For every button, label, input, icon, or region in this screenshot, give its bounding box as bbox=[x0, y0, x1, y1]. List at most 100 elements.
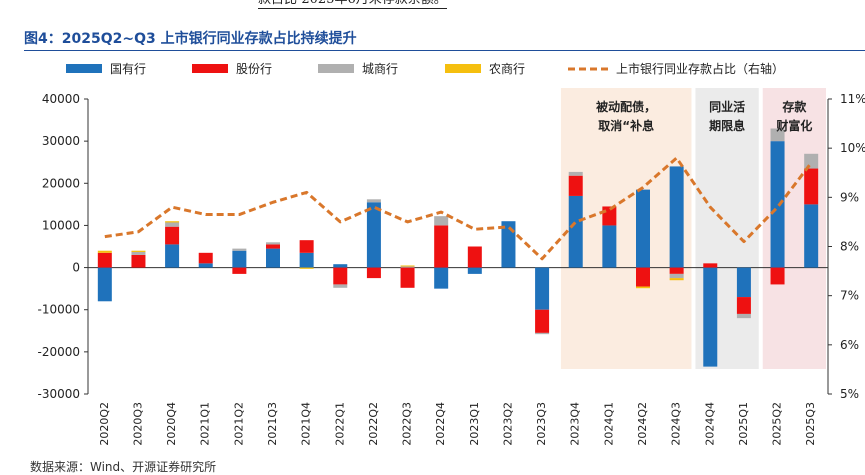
bar-city-2022Q2 bbox=[366, 199, 381, 203]
left-tick-label: -10000 bbox=[37, 303, 80, 317]
ratio-line bbox=[104, 156, 813, 261]
annotation-text: 存款 bbox=[781, 99, 807, 114]
bar-state-2023Q1 bbox=[467, 267, 482, 274]
top-note: 款占比-2025年6月末存款余额。 bbox=[258, 0, 447, 9]
bar-state-2020Q2 bbox=[97, 267, 112, 302]
bar-state-2024Q3 bbox=[669, 166, 684, 268]
category-label: 2021Q2 bbox=[232, 402, 245, 446]
right-tick-label: 7% bbox=[840, 289, 859, 303]
legend: 国有行 股份行 城商行 农商行 上市银行同业存款占比（右轴） bbox=[66, 61, 784, 76]
left-tick-label: 20000 bbox=[42, 176, 80, 190]
right-tick-label: 5% bbox=[840, 387, 859, 401]
annotation-text: 期限息 bbox=[709, 118, 745, 133]
legend-label-state: 国有行 bbox=[110, 62, 146, 76]
bar-joint-2024Q4 bbox=[703, 263, 718, 268]
category-label: 2023Q1 bbox=[468, 402, 481, 446]
right-tick-label: 8% bbox=[840, 240, 859, 254]
bar-joint-2025Q3 bbox=[804, 168, 819, 205]
bar-state-2025Q3 bbox=[804, 204, 819, 268]
right-tick-label: 9% bbox=[840, 190, 859, 204]
bar-state-2024Q4 bbox=[703, 267, 718, 367]
bar-joint-2020Q4 bbox=[165, 226, 180, 245]
bar-city-2022Q4 bbox=[434, 216, 449, 226]
bar-joint-2024Q2 bbox=[636, 267, 650, 287]
bar-rural-2020Q2 bbox=[97, 250, 112, 253]
legend-swatch-joint bbox=[192, 64, 228, 73]
legend-label-joint: 股份行 bbox=[236, 62, 272, 76]
bar-joint-2021Q2 bbox=[232, 267, 247, 274]
bar-city-2021Q2 bbox=[232, 248, 247, 251]
bar-state-2022Q2 bbox=[366, 202, 381, 268]
legend-swatch-rural bbox=[445, 64, 481, 73]
bar-joint-2024Q3 bbox=[669, 267, 684, 274]
category-label: 2023Q4 bbox=[569, 402, 582, 446]
bar-rural-2020Q4 bbox=[165, 221, 180, 223]
bar-state-2024Q1 bbox=[602, 225, 617, 268]
bar-city-2025Q2 bbox=[770, 128, 785, 142]
left-tick-label: -20000 bbox=[37, 345, 80, 359]
category-label: 2020Q2 bbox=[98, 402, 111, 446]
category-label: 2025Q1 bbox=[737, 402, 750, 446]
bar-city-2020Q4 bbox=[165, 222, 180, 227]
left-tick-label: 30000 bbox=[42, 134, 80, 148]
category-label: 2023Q2 bbox=[501, 402, 514, 446]
category-label: 2021Q3 bbox=[266, 402, 279, 446]
category-label: 2022Q1 bbox=[333, 402, 346, 446]
bar-city-2025Q1 bbox=[736, 313, 751, 319]
bar-state-2021Q3 bbox=[266, 248, 280, 268]
bar-state-2023Q4 bbox=[568, 195, 583, 268]
bar-state-2023Q2 bbox=[501, 221, 516, 268]
bar-city-2023Q4 bbox=[568, 171, 583, 176]
annotation-text: 同业活 bbox=[709, 99, 745, 114]
category-label: 2024Q2 bbox=[636, 402, 649, 446]
bar-city-2022Q1 bbox=[333, 284, 348, 288]
annotation-text: 取消“补息 bbox=[598, 118, 654, 133]
legend-label-rural: 农商行 bbox=[489, 61, 525, 76]
bar-joint-2022Q1 bbox=[333, 267, 348, 285]
left-tick-label: 10000 bbox=[42, 218, 80, 232]
category-label: 2024Q3 bbox=[670, 402, 683, 446]
right-tick-label: 6% bbox=[840, 338, 859, 352]
bar-joint-2023Q1 bbox=[467, 246, 482, 268]
category-label: 2020Q4 bbox=[165, 402, 178, 446]
ratio-line-path bbox=[104, 156, 813, 261]
bar-rural-2021Q4 bbox=[299, 267, 314, 269]
category-label: 2024Q4 bbox=[703, 402, 716, 446]
category-label: 2025Q2 bbox=[771, 402, 784, 446]
bar-joint-2021Q4 bbox=[299, 240, 314, 253]
legend-swatch-city bbox=[318, 64, 354, 73]
bar-joint-2022Q2 bbox=[366, 267, 381, 279]
category-label: 2022Q2 bbox=[367, 402, 380, 446]
source-note: 数据来源：Wind、开源证券研究所 bbox=[30, 460, 217, 474]
bar-rural-2020Q3 bbox=[131, 250, 146, 252]
bar-state-2020Q4 bbox=[165, 244, 180, 268]
category-label: 2022Q3 bbox=[401, 402, 414, 446]
bar-city-2022Q3 bbox=[400, 266, 415, 268]
bar-state-2024Q2 bbox=[636, 189, 650, 268]
bar-joint-2021Q3 bbox=[266, 244, 280, 249]
bar-city-2020Q3 bbox=[131, 251, 146, 255]
category-label: 2022Q4 bbox=[434, 402, 447, 446]
bar-rural-2024Q2 bbox=[636, 286, 650, 289]
legend-swatch-state bbox=[66, 64, 102, 73]
bar-joint-2023Q4 bbox=[568, 175, 583, 196]
right-tick-label: 11% bbox=[840, 92, 865, 106]
bar-joint-2022Q3 bbox=[400, 267, 415, 288]
bar-city-2021Q3 bbox=[266, 242, 280, 245]
category-label: 2020Q3 bbox=[131, 402, 144, 446]
bar-city-2025Q3 bbox=[804, 153, 819, 169]
annotation-text: 财富化 bbox=[775, 118, 812, 133]
bar-state-2025Q2 bbox=[770, 141, 785, 268]
bar-joint-2025Q1 bbox=[736, 297, 751, 314]
legend-label-city: 城商行 bbox=[362, 61, 398, 76]
left-tick-label: 0 bbox=[72, 261, 80, 275]
bar-state-2023Q3 bbox=[535, 267, 550, 310]
bar-rural-2024Q3 bbox=[669, 278, 684, 281]
bar-joint-2025Q2 bbox=[770, 267, 785, 285]
left-tick-label: -30000 bbox=[37, 387, 80, 401]
bar-joint-2024Q1 bbox=[602, 206, 617, 226]
category-label: 2025Q3 bbox=[804, 402, 817, 446]
bar-state-2021Q2 bbox=[232, 250, 247, 268]
